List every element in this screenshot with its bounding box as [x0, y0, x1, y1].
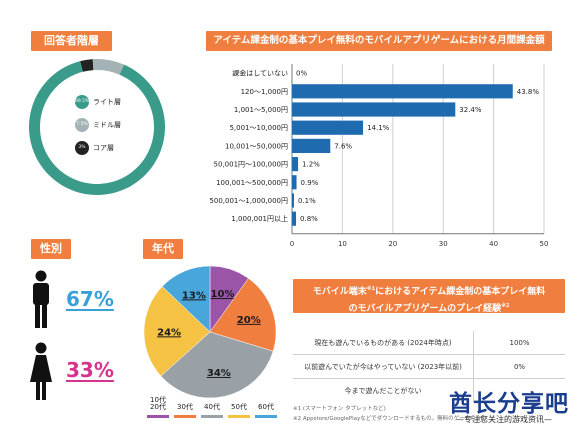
watermark-subtitle: —专注您关注的游戏资讯—	[456, 415, 552, 424]
bar-value-label: 0.9%	[301, 179, 319, 187]
x-tick-label: 50	[540, 240, 549, 248]
category-label: 1,001～5,000円	[234, 106, 288, 114]
table-row: 今まで遊んだことがない	[293, 378, 565, 402]
respondent-donut-chart	[29, 59, 166, 195]
category-label: 課金はしていない	[232, 69, 288, 78]
table-value: 100%	[473, 331, 565, 355]
donut-segment-1	[92, 59, 125, 75]
bar	[292, 120, 364, 135]
respondents-header: 回答者階層	[31, 31, 112, 51]
donut-segment-2	[80, 59, 94, 72]
category-label: 120～1,000円	[241, 88, 288, 96]
experience-sup1: ※1	[366, 286, 376, 292]
pie-slice	[143, 286, 211, 377]
x-tick-label: 20	[388, 240, 397, 248]
bar-value-label: 32.4%	[459, 106, 482, 114]
age-legend-item: 40代	[204, 403, 220, 411]
age-legend-item: 50代	[231, 403, 247, 411]
watermark-title: 酋长分享吧	[449, 391, 569, 417]
age-legend-swatch	[147, 415, 169, 418]
footnote-2: ※2 Appstore/GooglePlayなどでダウンロードするもの。無料のゲ…	[293, 416, 487, 422]
table-question: 現在も遊んでいるものがある (2024年時点)	[293, 331, 474, 355]
experience-header-line2: のモバイルアプリゲームのプレイ経験	[348, 304, 502, 314]
table-row: 現在も遊んでいるものがある (2024年時点) 100%	[293, 331, 565, 355]
category-label: 1,000,001円以上	[231, 214, 288, 223]
category-label: 100,001～500,000円	[216, 179, 288, 187]
bar-value-label: 0%	[296, 70, 307, 78]
category-label: 50,001円～100,000円	[214, 161, 288, 169]
age-legend-swatch	[228, 415, 250, 418]
bar	[292, 175, 297, 190]
legend-core-label: コア層	[93, 144, 114, 152]
age-legend-item: 60代	[258, 403, 274, 411]
bar-value-label: 1.2%	[302, 161, 320, 169]
male-percentage: 67%	[66, 287, 114, 311]
table-value: 0%	[473, 354, 565, 379]
bar	[292, 102, 456, 117]
female-percentage: 33%	[66, 358, 114, 382]
bar	[292, 193, 294, 208]
bar-value-label: 43.8%	[517, 88, 540, 96]
female-figure-icon	[30, 342, 52, 400]
bar	[292, 84, 513, 99]
x-tick-label: 40	[489, 240, 498, 248]
bar-value-label: 0.8%	[300, 215, 318, 223]
respondent-legend: 89.5% ライト層 7.5% ミドル層 3% コア層	[75, 95, 145, 165]
age-legend-swatch	[201, 415, 223, 418]
experience-sup2: ※2	[501, 303, 510, 309]
pie-slice	[209, 278, 277, 352]
age-legend-item: 30代	[177, 403, 193, 411]
bar-value-label: 0.1%	[298, 197, 316, 205]
legend-light-pct: 89.5%	[75, 99, 90, 104]
legend-middle-label: ミドル層	[93, 121, 121, 129]
legend-middle-pct: 7.5%	[76, 122, 88, 127]
x-tick-label: 10	[338, 240, 347, 248]
table-question: 今まで遊んだことがない	[293, 378, 474, 402]
experience-header: モバイル端末※1におけるアイテム課金制の基本プレイ無料 のモバイルアプリゲームの…	[293, 279, 565, 314]
pie-slice	[160, 331, 274, 399]
legend-light-label: ライト層	[93, 98, 121, 106]
footnote-1: ※1 (スマートフォン タブレットなど)	[293, 406, 386, 412]
pie-slice-label: 34%	[207, 368, 231, 379]
age-legend-swatch	[174, 415, 196, 418]
experience-table: 現在も遊んでいるものがある (2024年時点) 100% 以前遊んでいたが今はや…	[293, 331, 565, 402]
pie-slice-label: 24%	[157, 327, 181, 338]
monthly-spend-header: アイテム課金制の基本プレイ無料のモバイルアプリゲームにおける月間課金額	[206, 31, 552, 51]
monthly-spend-bar-chart: 0 10 20 30 40 50 課金はしていない 0% 120～1,000円 43.8% 1,00…	[209, 64, 549, 248]
bar	[292, 138, 331, 153]
bar	[292, 211, 297, 226]
pie-slice-label: 20%	[237, 315, 261, 326]
table-question: 以前遊んでいたが今はやっていない (2023年以前)	[293, 354, 474, 379]
category-label: 500,001～1,000,000円	[209, 197, 288, 205]
legend-core-pct: 3%	[78, 145, 86, 150]
bar-value-label: 14.1%	[367, 124, 390, 132]
age-legend-item: 10代 20代	[150, 396, 166, 411]
age-legend-swatch	[255, 415, 277, 418]
bar	[292, 157, 299, 172]
category-label: 10,001～50,000円	[225, 142, 288, 150]
x-tick-label: 0	[290, 240, 294, 248]
male-figure-icon	[33, 270, 49, 328]
pie-slice-label: 13%	[182, 290, 206, 301]
bar-value-label: 7.6%	[334, 142, 352, 150]
age-header: 年代	[143, 239, 183, 259]
gender-header: 性別	[31, 239, 71, 259]
category-label: 5,001～10,000円	[229, 124, 288, 132]
experience-header-line1b: におけるアイテム課金制の基本プレイ無料	[375, 287, 546, 297]
age-pie-chart: 10% 20% 34% 24% 13%	[143, 265, 277, 399]
table-row: 以前遊んでいたが今はやっていない (2023年以前) 0%	[293, 354, 565, 379]
pie-slice	[161, 265, 211, 333]
x-tick-label: 30	[439, 240, 448, 248]
experience-header-line1: モバイル端末	[312, 287, 367, 297]
pie-slice-label: 10%	[211, 289, 235, 300]
